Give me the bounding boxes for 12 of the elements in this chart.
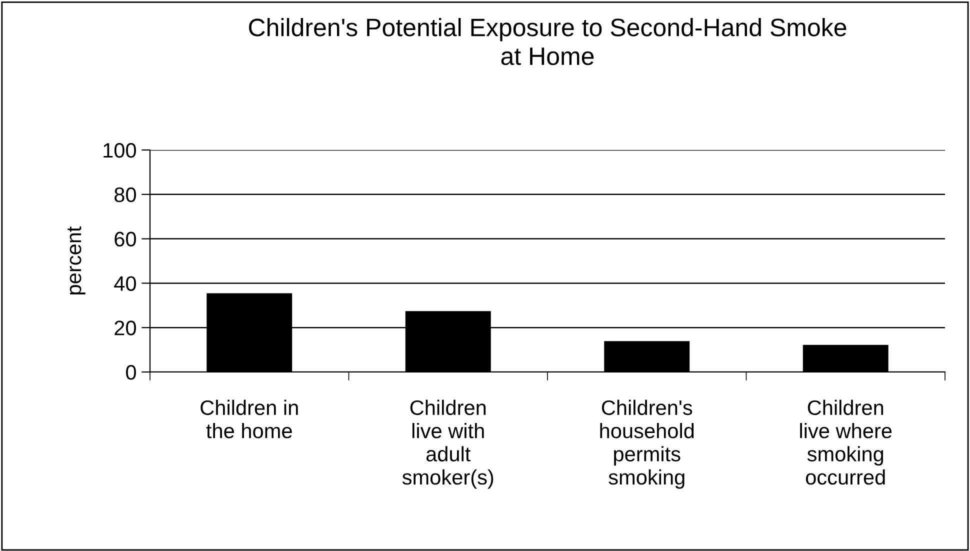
chart-title: Children's Potential Exposure to Second-Hand Smoke at Home (249, 18, 846, 66)
y-tick-label: 40 (114, 276, 136, 291)
y-tick-label: 80 (114, 187, 136, 202)
x-tick-label: Children live with adult smoker(s) (402, 400, 494, 489)
y-axis-title: percent (68, 226, 86, 294)
y-tick-label: 20 (114, 320, 136, 336)
x-tick-label: Children in the home (200, 400, 298, 438)
x-tick-label: Children live where smoking occurred (800, 400, 892, 485)
y-tick-label: 100 (104, 143, 136, 158)
y-tick-label: 60 (114, 232, 136, 247)
y-tick-label: 0 (126, 365, 136, 380)
x-tick-label: Children's household permits smoking (600, 400, 694, 489)
